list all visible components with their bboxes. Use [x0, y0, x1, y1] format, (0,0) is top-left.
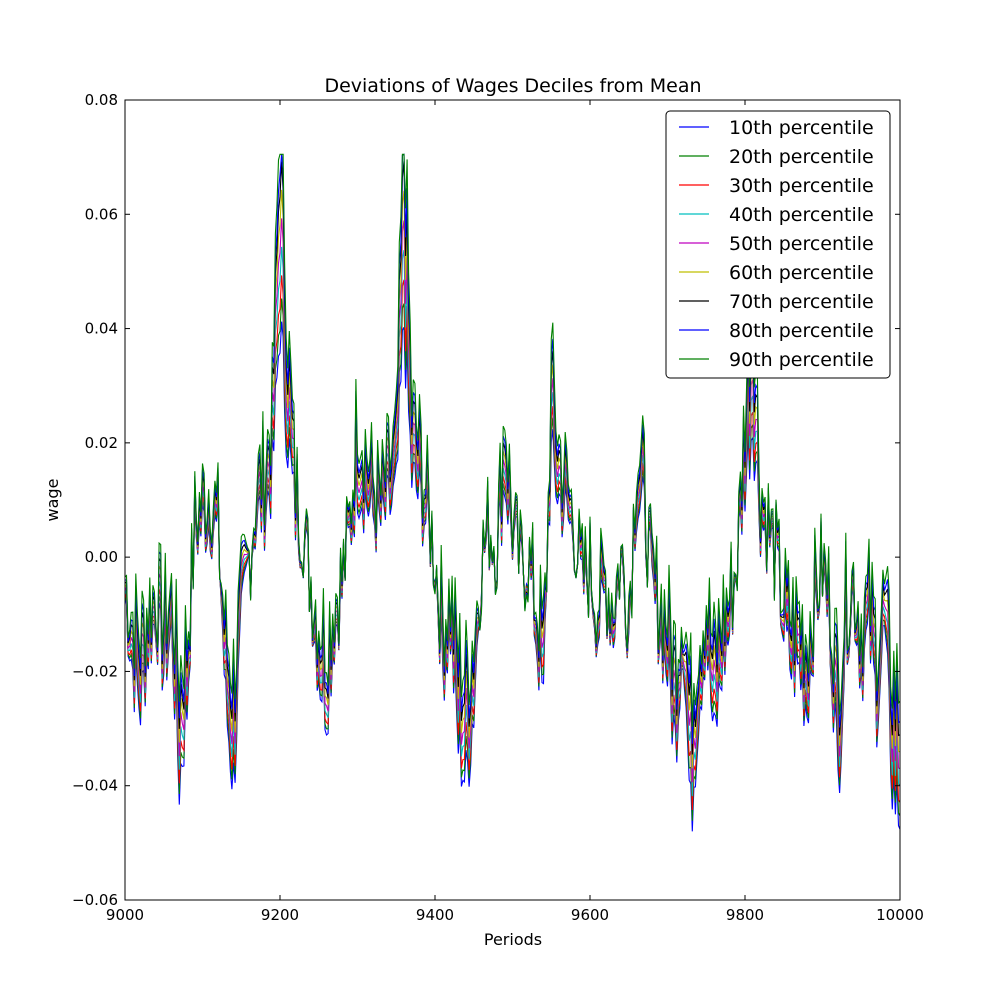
y-tick-label: 0.06	[85, 205, 118, 223]
x-tick-label: 9200	[261, 906, 299, 924]
y-tick-label: −0.02	[72, 662, 118, 680]
x-tick-label: 10000	[876, 906, 924, 924]
x-tick-label: 9800	[726, 906, 764, 924]
y-tick-label: 0.02	[85, 434, 118, 452]
plot-frame	[124, 99, 901, 901]
legend-label: 80th percentile	[729, 320, 874, 342]
series-line-9	[125, 153, 900, 727]
x-tick-label: 9000	[106, 906, 144, 924]
legend-label: 20th percentile	[729, 146, 874, 168]
y-tick-label: 0.08	[85, 91, 118, 109]
x-tick-label: 9400	[416, 906, 454, 924]
y-axis-label: wage	[43, 479, 62, 522]
x-tick-label: 9600	[571, 906, 609, 924]
legend-label: 90th percentile	[729, 349, 874, 371]
legend-label: 70th percentile	[729, 291, 874, 313]
legend-label: 40th percentile	[729, 204, 874, 226]
x-axis-label: Periods	[484, 930, 542, 949]
y-tick-label: −0.06	[72, 891, 118, 909]
legend-label: 30th percentile	[729, 175, 874, 197]
legend-label: 10th percentile	[729, 117, 874, 139]
legend-label: 60th percentile	[729, 262, 874, 284]
legend-label: 50th percentile	[729, 233, 874, 255]
legend-box	[665, 110, 891, 379]
y-tick-label: 0.04	[85, 320, 118, 338]
legend: 10th percentile 20th percentile 30th perce…	[665, 110, 891, 379]
chart-title: Deviations of Wages Deciles from Mean	[324, 75, 701, 97]
y-tick-label: 0.00	[85, 548, 118, 566]
y-tick-label: −0.04	[72, 777, 118, 795]
